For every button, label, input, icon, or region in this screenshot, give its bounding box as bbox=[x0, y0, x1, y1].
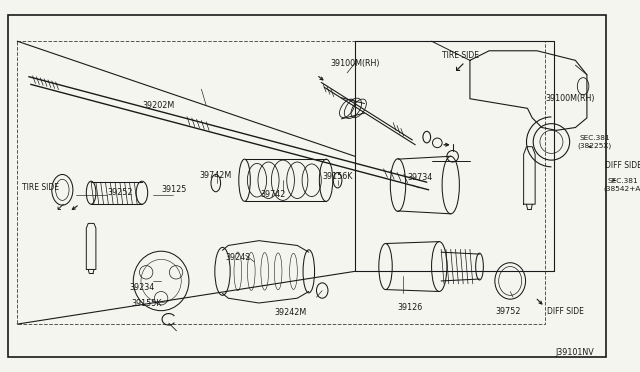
Text: SEC.381
(38542+A): SEC.381 (38542+A) bbox=[604, 178, 640, 192]
Text: TIRE SIDE: TIRE SIDE bbox=[22, 183, 60, 192]
Text: 39252: 39252 bbox=[107, 188, 132, 197]
Text: 39742M: 39742M bbox=[200, 171, 232, 180]
Text: 39234: 39234 bbox=[129, 283, 155, 292]
Text: 39100M(RH): 39100M(RH) bbox=[330, 59, 380, 68]
Text: ↙: ↙ bbox=[56, 202, 65, 212]
Text: 39155K: 39155K bbox=[131, 298, 162, 308]
Text: DIFF SIDE: DIFF SIDE bbox=[605, 161, 640, 170]
Text: SEC.381
(38225X): SEC.381 (38225X) bbox=[577, 135, 612, 149]
Text: 39742: 39742 bbox=[260, 190, 286, 199]
Text: 39156K: 39156K bbox=[323, 172, 353, 181]
Text: 39202M: 39202M bbox=[142, 101, 174, 110]
Text: 39734: 39734 bbox=[408, 173, 433, 182]
Text: 39125: 39125 bbox=[162, 185, 188, 194]
Text: 39100M(RH): 39100M(RH) bbox=[546, 94, 595, 103]
Text: 39126: 39126 bbox=[398, 303, 423, 312]
Text: 39752: 39752 bbox=[495, 307, 521, 316]
Text: 39242M: 39242M bbox=[275, 308, 307, 317]
Text: DIFF SIDE: DIFF SIDE bbox=[547, 307, 584, 316]
Text: TIRE SIDE: TIRE SIDE bbox=[442, 51, 479, 60]
Text: 39242: 39242 bbox=[225, 253, 250, 262]
Text: J39101NV: J39101NV bbox=[556, 348, 595, 357]
Text: ↙: ↙ bbox=[452, 60, 464, 74]
